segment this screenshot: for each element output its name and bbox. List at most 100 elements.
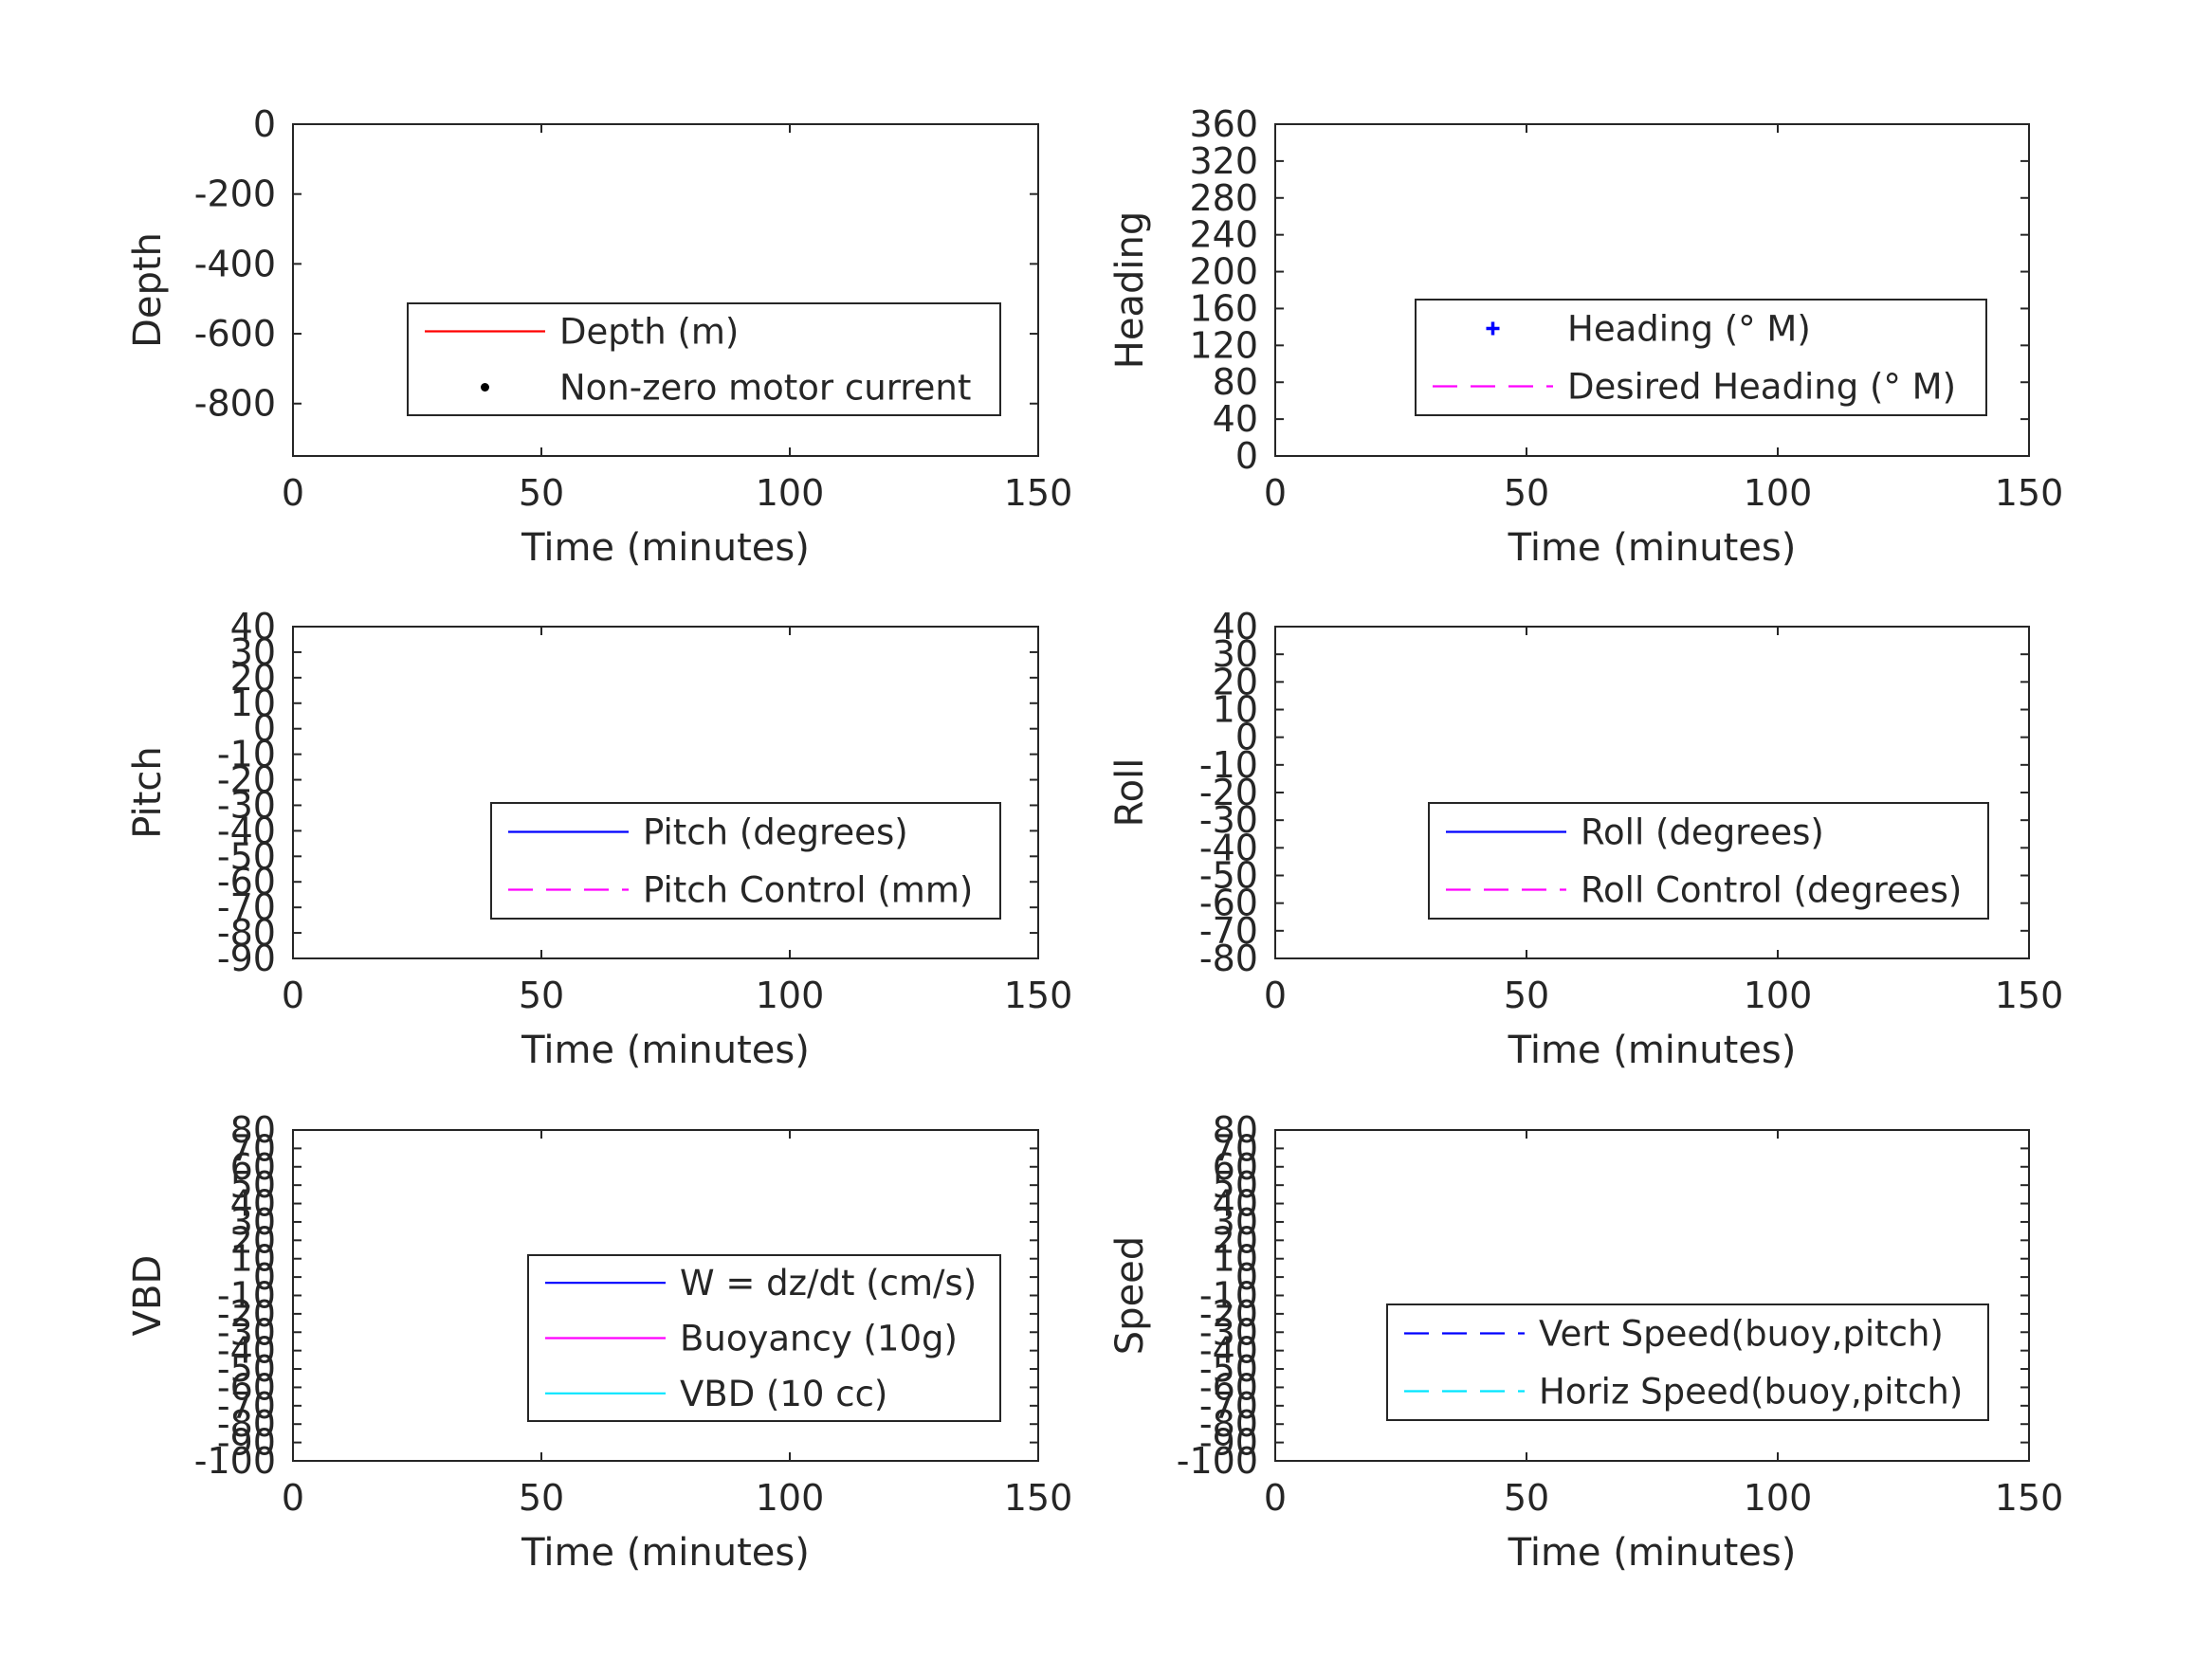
x-axis-label: Time (minutes) xyxy=(1508,1531,1797,1575)
y-tick-label: -20 xyxy=(1199,772,1258,813)
legend-swatch xyxy=(481,383,489,392)
legend: Pitch (degrees) Pitch Control (mm) xyxy=(490,802,1001,920)
legend-box xyxy=(1428,802,1989,920)
x-tick-label: 50 xyxy=(1504,975,1549,1016)
y-tick-label: -60 xyxy=(217,861,276,902)
legend-label: Pitch Control (mm) xyxy=(643,870,973,911)
y-tick-label: 40 xyxy=(1213,606,1258,647)
y-tick-label: -70 xyxy=(1199,1385,1258,1427)
legend-label: Desired Heading (° M) xyxy=(1567,367,1956,408)
y-tick-label: 70 xyxy=(1213,1127,1258,1169)
y-tick-label: -20 xyxy=(217,1293,276,1335)
y-tick-label: -20 xyxy=(1199,1293,1258,1335)
y-axis-label: VBD xyxy=(126,1255,170,1337)
y-tick-label: 20 xyxy=(230,1219,276,1261)
legend: Roll (degrees) Roll Control (degrees) xyxy=(1428,802,1989,920)
legend-label: VBD (10 cc) xyxy=(680,1374,887,1414)
y-tick-label: -10 xyxy=(217,1275,276,1317)
y-tick-label: 40 xyxy=(230,606,276,647)
y-axis-label: Roll xyxy=(1108,758,1152,828)
legend: Depth (m) Non-zero motor current xyxy=(407,302,1001,416)
x-tick-label: 0 xyxy=(282,975,304,1016)
y-tick-label: 30 xyxy=(230,631,276,673)
x-axis-label: Time (minutes) xyxy=(1508,526,1797,570)
y-tick-label: -80 xyxy=(1199,1403,1258,1445)
x-tick-label: 50 xyxy=(1504,472,1549,514)
y-tick-label: 20 xyxy=(1213,661,1258,702)
y-tick-label: -70 xyxy=(217,1385,276,1427)
legend: W = dz/dt (cm/s) Buoyancy (10g) VBD (10 cc… xyxy=(527,1254,1001,1422)
x-tick-label: 100 xyxy=(1744,1477,1813,1519)
y-tick-label: 20 xyxy=(230,657,276,699)
y-axis-label: Depth xyxy=(126,232,170,348)
x-tick-label: 150 xyxy=(1004,472,1073,514)
y-tick-label: -10 xyxy=(217,734,276,775)
legend-label: Roll Control (degrees) xyxy=(1581,870,1962,911)
y-tick-label: -90 xyxy=(1199,1422,1258,1464)
y-tick-label: -400 xyxy=(194,243,276,284)
y-tick-label: 10 xyxy=(1213,1238,1258,1280)
legend-label: Horiz Speed(buoy,pitch) xyxy=(1539,1372,1963,1413)
x-tick-label: 0 xyxy=(1264,472,1287,514)
y-tick-label: 40 xyxy=(1213,398,1258,440)
y-tick-label: 0 xyxy=(1235,435,1258,477)
legend-label: Non-zero motor current xyxy=(559,368,971,409)
y-tick-label: 0 xyxy=(253,708,276,750)
x-axis-label: Time (minutes) xyxy=(521,1531,810,1575)
y-tick-label: -50 xyxy=(1199,855,1258,897)
y-tick-label: -30 xyxy=(1199,1311,1258,1353)
y-tick-label: 0 xyxy=(253,103,276,145)
y-tick-label: -50 xyxy=(217,1348,276,1390)
legend-label: Heading (° M) xyxy=(1567,309,1811,350)
y-tick-label: -200 xyxy=(194,173,276,215)
legend-box xyxy=(407,302,1001,416)
y-tick-label: -30 xyxy=(217,1311,276,1353)
y-tick-label: 240 xyxy=(1189,214,1258,256)
x-tick-label: 50 xyxy=(519,1477,564,1519)
y-tick-label: 50 xyxy=(230,1164,276,1206)
chart-speed: 0 50 100 150-100-90-80-70-60-50-40-30-20-10… xyxy=(1108,1109,2063,1575)
y-tick-label: -90 xyxy=(217,1422,276,1464)
y-tick-label: 320 xyxy=(1189,140,1258,182)
y-tick-label: 10 xyxy=(230,683,276,724)
x-tick-label: 150 xyxy=(1995,1477,2064,1519)
y-tick-label: 160 xyxy=(1189,287,1258,329)
y-axis-label: Pitch xyxy=(126,746,170,838)
y-tick-label: 0 xyxy=(1235,1256,1258,1298)
x-tick-label: 0 xyxy=(282,472,304,514)
legend-box xyxy=(490,802,1001,920)
x-tick-label: 100 xyxy=(1744,975,1813,1016)
y-tick-label: -90 xyxy=(217,938,276,979)
y-tick-label: -50 xyxy=(1199,1348,1258,1390)
y-tick-label: -60 xyxy=(217,1366,276,1408)
x-tick-label: 50 xyxy=(1504,1477,1549,1519)
chart-depth: 0 50 100 150 -800 -600 -400 -200 0 Time (minutes)… xyxy=(126,103,1072,570)
y-tick-label: -70 xyxy=(1199,910,1258,952)
y-tick-label: -40 xyxy=(1199,1330,1258,1372)
y-tick-label: -60 xyxy=(1199,883,1258,924)
y-axis-label: Heading xyxy=(1108,211,1152,369)
y-tick-label: -30 xyxy=(1199,799,1258,841)
y-tick-label: 280 xyxy=(1189,177,1258,219)
x-tick-label: 50 xyxy=(519,975,564,1016)
legend-label: Buoyancy (10g) xyxy=(680,1319,958,1359)
y-tick-label: -40 xyxy=(217,1330,276,1372)
y-tick-label: 50 xyxy=(1213,1164,1258,1206)
y-tick-label: 0 xyxy=(1235,717,1258,758)
y-tick-label: 60 xyxy=(230,1146,276,1188)
x-tick-label: 150 xyxy=(1995,975,2064,1016)
x-tick-label: 150 xyxy=(1995,472,2064,514)
y-tick-label: 70 xyxy=(230,1127,276,1169)
y-tick-label: -70 xyxy=(217,886,276,928)
x-axis-label: Time (minutes) xyxy=(521,526,810,570)
x-tick-label: 150 xyxy=(1004,975,1073,1016)
y-tick-label: -600 xyxy=(194,313,276,355)
y-tick-label: 40 xyxy=(230,1183,276,1225)
legend-label: Depth (m) xyxy=(559,312,739,353)
x-tick-label: 100 xyxy=(1744,472,1813,514)
y-tick-label: 10 xyxy=(1213,689,1258,731)
legend-label: Pitch (degrees) xyxy=(643,812,908,853)
y-tick-label: -60 xyxy=(1199,1366,1258,1408)
